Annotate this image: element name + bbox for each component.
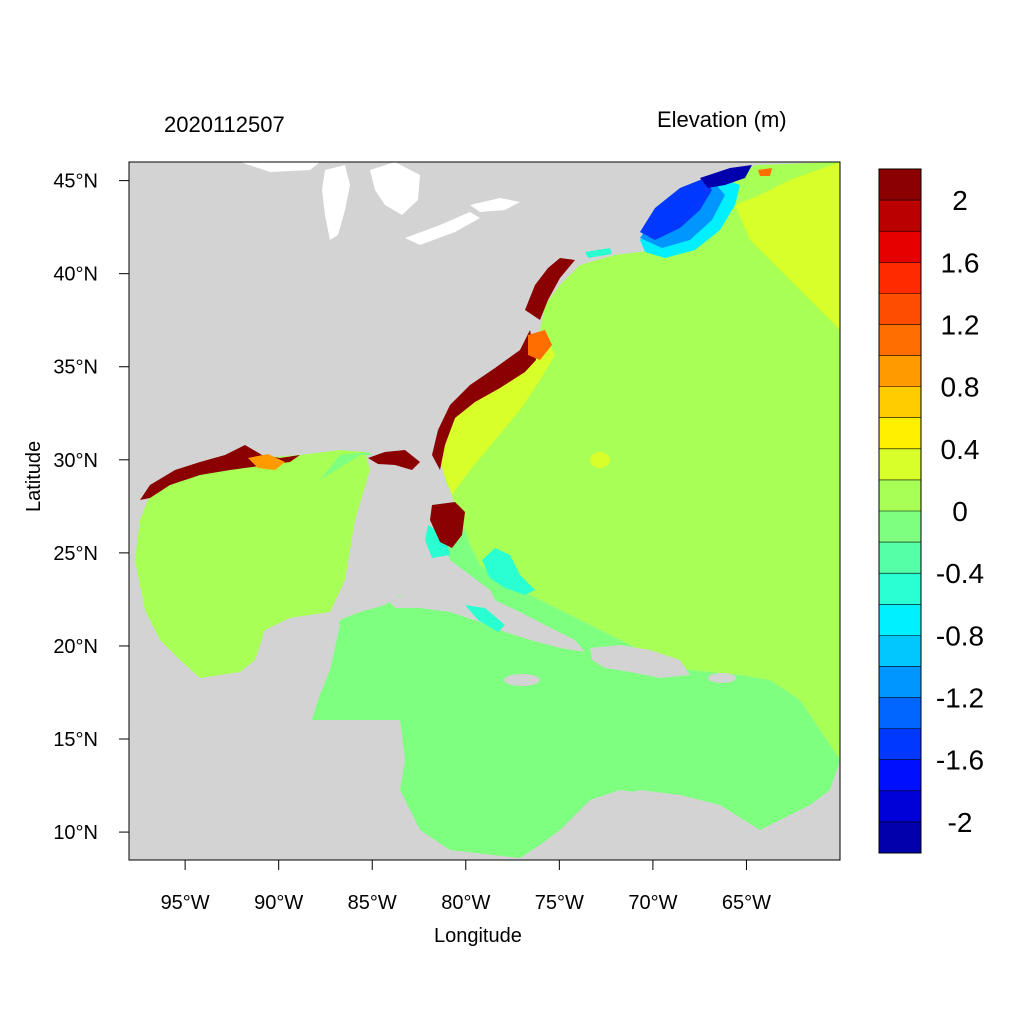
y-tick-label: 25°N (53, 543, 98, 565)
northeast-positive-band (735, 162, 840, 330)
colorbar-swatch (879, 604, 921, 636)
colorbar-swatch (879, 511, 921, 543)
colorbar-swatch (879, 759, 921, 792)
colorbar-swatch (879, 790, 921, 823)
bay-of-fundy-positive-patch (758, 168, 772, 176)
colorbar-swatch (879, 293, 921, 325)
map-frame (128, 161, 841, 861)
y-tick-label: 40°N (53, 264, 98, 286)
colorbar-label: -1.6 (936, 745, 984, 776)
colorbar-label: 2 (952, 185, 968, 216)
x-tick-label: 70°W (628, 892, 677, 914)
gulf-of-maine-darkblue-band (700, 165, 752, 188)
colorbar-label: 0 (952, 496, 968, 527)
colorbar-swatch (879, 542, 921, 574)
southeast-coast-surge-fringe (432, 330, 536, 470)
gulf-of-mexico-west-field (135, 450, 370, 678)
gulf-of-maine-blue-band (640, 178, 712, 240)
colorbar-label: 0.8 (941, 372, 980, 403)
colorbar-label: -0.8 (936, 620, 984, 651)
cuba-north-negative-patch (465, 605, 505, 632)
plot-timestamp-title: 2020112507 (164, 112, 285, 137)
colorbar-label: 1.6 (941, 247, 980, 278)
bahamas-negative-patch (482, 548, 535, 595)
colorbar-swatch (879, 821, 921, 854)
colorbar-swatch (879, 355, 921, 388)
colorbar-swatch (879, 448, 921, 481)
florida-southwest-negative-patch (425, 525, 450, 558)
puerto-rico-land (708, 673, 736, 683)
y-tick-label: 30°N (53, 450, 98, 472)
colorbar-swatch (879, 231, 921, 263)
lake-superior (240, 162, 320, 172)
lake-ontario (470, 198, 520, 212)
atlantic-ocean-field (440, 162, 840, 760)
caribbean-and-eastern-gulf-field (310, 452, 840, 858)
colorbar-frame (878, 168, 922, 854)
colorbar-label: 0.4 (941, 434, 980, 465)
colorbar-swatch (879, 697, 921, 730)
y-axis-ticks: 45°N 40°N 35°N 30°N 25°N 20°N 15°N 10°N (53, 171, 129, 844)
map-plot-area (129, 162, 840, 860)
southeast-coastal-band (440, 340, 555, 495)
colorbar-swatch (879, 635, 921, 667)
central-america-land (129, 718, 440, 860)
colorbar-swatch (879, 666, 921, 699)
x-tick-label: 90°W (254, 892, 303, 914)
x-tick-label: 80°W (441, 892, 490, 914)
x-tick-label: 75°W (535, 892, 584, 914)
x-tick-label: 65°W (722, 892, 771, 914)
south-florida-surge (430, 502, 465, 548)
colorbar-swatch (879, 324, 921, 357)
colorbar-label: 1.2 (941, 309, 980, 340)
y-tick-label: 20°N (53, 636, 98, 658)
hispaniola-land (590, 645, 690, 678)
x-axis-label: Longitude (434, 925, 522, 947)
colorbar-swatch (879, 386, 921, 419)
long-island-sound-negative-patch (585, 248, 612, 258)
variable-title: Elevation (m) (657, 107, 787, 132)
colorbar-label: -0.4 (936, 558, 984, 589)
colorbar-swatch (879, 417, 921, 450)
y-tick-label: 35°N (53, 357, 98, 379)
ocean-eddy-feature (590, 452, 610, 468)
pamlico-sound-positive-patch (528, 330, 552, 360)
colorbar-label: -2 (948, 807, 973, 838)
mid-atlantic-surge-fringe (525, 258, 575, 320)
colorbar-swatch (879, 479, 921, 512)
colorbar: 2 1.6 1.2 0.8 0.4 0 -0.4 -0.8 -1.2 -1.6 -2 (878, 168, 984, 854)
south-america-land (520, 790, 840, 860)
colorbar-swatch (879, 169, 921, 201)
yucatan-land (262, 612, 340, 720)
colorbar-swatch (879, 728, 921, 761)
jamaica-land (504, 674, 540, 686)
colorbar-swatch (879, 200, 921, 232)
x-tick-label: 85°W (348, 892, 397, 914)
lake-huron (370, 162, 420, 215)
y-tick-label: 15°N (53, 729, 98, 751)
colorbar-swatch (879, 573, 921, 605)
y-tick-label: 10°N (53, 822, 98, 844)
lake-michigan (322, 165, 350, 240)
big-bend-surge-fringe (368, 450, 420, 470)
x-axis-ticks: 95°W 90°W 85°W 80°W 75°W 70°W 65°W (161, 860, 771, 914)
y-tick-label: 45°N (53, 171, 98, 193)
colorbar-swatch (879, 262, 921, 294)
x-tick-label: 95°W (161, 892, 210, 914)
louisiana-positive-patch (248, 454, 285, 470)
colorbar-label: -1.2 (936, 683, 984, 714)
lake-erie (405, 212, 480, 245)
